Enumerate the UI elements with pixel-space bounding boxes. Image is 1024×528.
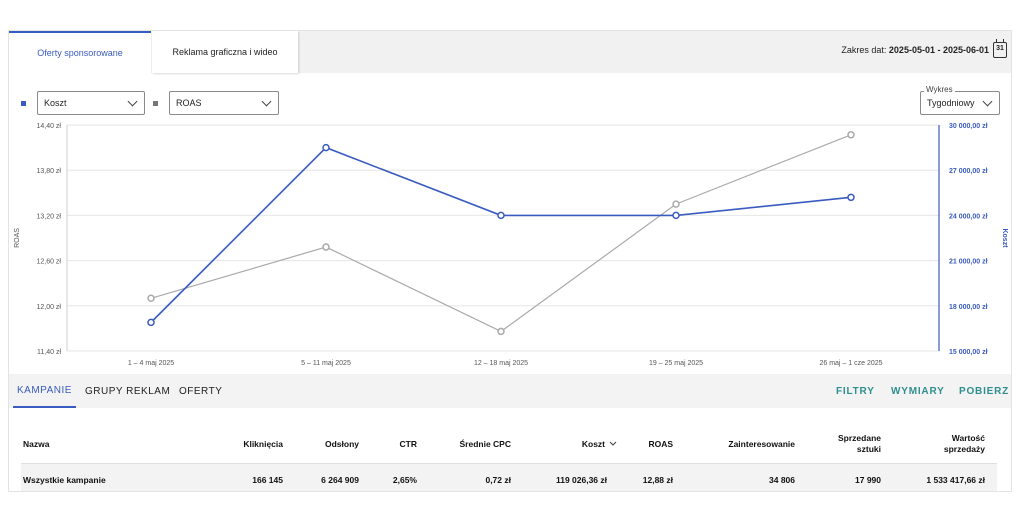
data-point-koszt: [497, 211, 505, 220]
data-point-koszt: [672, 211, 680, 220]
data-point-roas: [847, 131, 855, 139]
col-wartosc-line1: Wartość: [951, 433, 985, 443]
chart-interval-label: Wykres: [924, 85, 955, 94]
cell-koszt: 119 026,36 zł: [555, 475, 607, 485]
left-tick-label: 12,00 zł: [36, 304, 61, 311]
subtab-grupy-reklam[interactable]: GRUPY REKLAM: [85, 385, 171, 397]
cell-nazwa: Wszystkie kampanie: [23, 475, 106, 485]
cell-ctr: 2,65%: [392, 475, 417, 485]
left-axis-title: ROAS: [14, 228, 21, 248]
x-tick-label: 1 – 4 maj 2025: [128, 360, 174, 367]
download-button[interactable]: POBIERZ: [959, 385, 1010, 397]
col-nazwa[interactable]: Nazwa: [23, 439, 50, 449]
series-line-koszt: [150, 146, 852, 323]
x-tick-label: 12 – 18 maj 2025: [474, 360, 528, 367]
x-tick-label: 5 – 11 maj 2025: [301, 360, 351, 367]
right-tick-label: 30 000,00 zł: [949, 123, 988, 130]
col-koszt[interactable]: Koszt: [581, 439, 605, 449]
cell-cpc: 0,72 zł: [485, 475, 511, 485]
data-point-roas: [672, 200, 680, 208]
right-tick-label: 21 000,00 zł: [949, 259, 988, 266]
chart-interval-value: Tygodniowy: [927, 98, 975, 108]
data-point-koszt: [847, 193, 855, 202]
chevron-down-icon: [127, 96, 138, 107]
line-chart: 14,40 zł 30 000,00 zł 13,80 zł 27 000,00 zł…: [14, 123, 1008, 367]
dimensions-button[interactable]: WYMIARY: [891, 385, 945, 397]
app-frame: Oferty sponsorowane Reklama graficzna i …: [8, 30, 1012, 492]
col-ctr[interactable]: CTR: [399, 439, 417, 449]
cell-roas: 12,88 zł: [642, 475, 673, 485]
chevron-down-icon: [261, 96, 272, 107]
data-point-roas: [147, 294, 155, 303]
right-tick-label: 18 000,00 zł: [949, 304, 988, 311]
col-wartosc-sprzedazy[interactable]: Wartość sprzedaży: [909, 433, 985, 455]
cell-sprzedane-sztuki: 17 990: [855, 475, 881, 485]
table-row[interactable]: Wszystkie kampanie 166 145 6 264 909 2,6…: [21, 463, 997, 491]
col-zainteresowanie[interactable]: Zainteresowanie: [728, 439, 795, 449]
metric1-select[interactable]: Koszt: [37, 91, 145, 115]
col-sprzedane-line2: sztuki: [856, 444, 881, 454]
date-range-value: 2025-05-01 - 2025-06-01: [888, 45, 989, 55]
koszt-legend-square: [21, 101, 26, 106]
right-tick-label: 27 000,00 zł: [949, 168, 988, 175]
calendar-icon[interactable]: 31: [993, 39, 1007, 58]
tab-display-video[interactable]: Reklama graficzna i wideo: [152, 31, 298, 73]
sub-tab-bar: KAMPANIE GRUPY REKLAM OFERTY FILTRY WYMI…: [9, 374, 1011, 408]
series-line-roas: [150, 134, 852, 333]
metric2-value: ROAS: [176, 98, 202, 108]
right-tick-label: 15 000,00 zł: [949, 349, 988, 356]
subtab-kampanie[interactable]: KAMPANIE: [13, 374, 76, 408]
left-tick-label: 14,40 zł: [36, 123, 61, 130]
left-tick-label: 12,60 zł: [36, 259, 61, 266]
left-tick-label: 13,80 zł: [36, 168, 61, 175]
right-tick-label: 24 000,00 zł: [949, 213, 988, 220]
col-roas[interactable]: ROAS: [648, 439, 673, 449]
roas-legend-square: [153, 101, 158, 106]
col-cpc[interactable]: Średnie CPC: [459, 439, 512, 449]
chevron-down-icon: [982, 96, 993, 107]
date-range[interactable]: Zakres dat: 2025-05-01 - 2025-06-01: [841, 45, 989, 55]
left-tick-label: 13,20 zł: [36, 213, 61, 220]
metric2-select[interactable]: ROAS: [169, 91, 279, 115]
tab-sponsored-offers[interactable]: Oferty sponsorowane: [9, 31, 151, 73]
col-sprzedane-sztuki[interactable]: Sprzedane sztuki: [819, 433, 881, 455]
cell-zainteresowanie: 34 806: [769, 475, 795, 485]
filters-button[interactable]: FILTRY: [836, 385, 875, 397]
cell-wartosc-sprzedazy: 1 533 417,66 zł: [926, 475, 985, 485]
table-header: Nazwa Kliknięcia Odsłony CTR Średnie CPC…: [9, 411, 1011, 463]
right-axis-title: Koszt: [1001, 228, 1008, 248]
cell-odslony: 6 264 909: [321, 475, 359, 485]
left-tick-label: 11,40 zł: [37, 349, 61, 356]
chart-interval-select[interactable]: Tygodniowy: [920, 91, 1000, 115]
cell-klikniecia: 166 145: [252, 475, 283, 485]
date-range-label: Zakres dat:: [841, 45, 887, 55]
data-point-roas: [497, 327, 505, 336]
col-sprzedane-line1: Sprzedane: [838, 433, 881, 443]
col-wartosc-line2: sprzedaży: [943, 444, 985, 454]
x-tick-label: 19 – 25 maj 2025: [649, 360, 703, 367]
metric1-value: Koszt: [44, 98, 67, 108]
data-point-koszt: [322, 143, 330, 152]
col-klikniecia[interactable]: Kliknięcia: [243, 439, 283, 449]
subtab-oferty[interactable]: OFERTY: [179, 385, 223, 397]
data-point-roas: [322, 243, 330, 251]
sort-chevron-icon[interactable]: [609, 441, 617, 447]
top-tab-bar: Oferty sponsorowane Reklama graficzna i …: [9, 31, 1011, 73]
data-point-koszt: [147, 318, 155, 327]
x-tick-label: 26 maj – 1 cze 2025: [819, 360, 882, 367]
col-odslony[interactable]: Odsłony: [324, 439, 359, 449]
